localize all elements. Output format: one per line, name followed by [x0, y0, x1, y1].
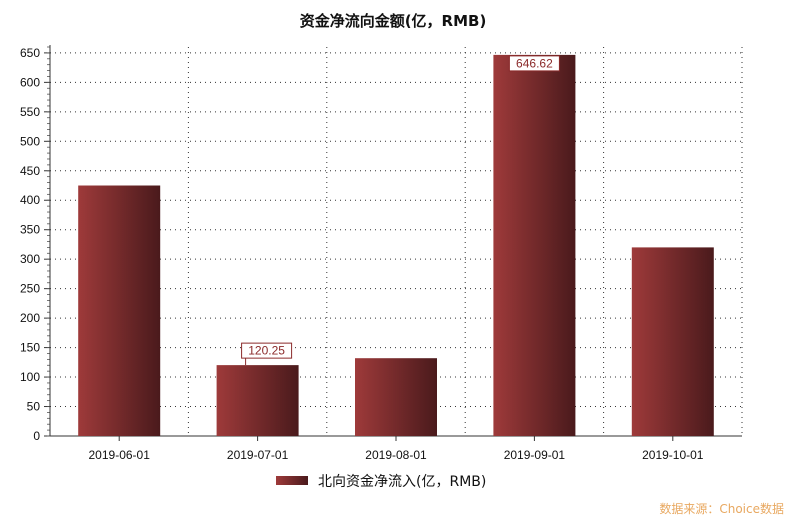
bar	[78, 185, 161, 436]
x-tick-label: 2019-08-01	[365, 448, 427, 462]
data-label: 646.62	[516, 56, 553, 70]
x-tick-label: 2019-09-01	[504, 448, 566, 462]
bar	[631, 247, 714, 436]
y-tick-label: 600	[20, 75, 40, 89]
x-tick-label: 2019-07-01	[227, 448, 289, 462]
legend-label: 北向资金净流入(亿，RMB)	[318, 474, 486, 490]
legend: 北向资金净流入(亿，RMB)	[276, 474, 486, 490]
bar	[355, 358, 437, 436]
labels: 120.25 646.62	[241, 55, 560, 366]
x-tick-label: 2019-10-01	[642, 448, 704, 462]
y-tick-label: 300	[20, 252, 40, 266]
y-tick-label: 0	[33, 429, 40, 443]
y-tick-label: 150	[20, 341, 40, 355]
x-tick-label: 2019-06-01	[89, 448, 151, 462]
y-tick-label: 400	[20, 193, 40, 207]
data-label: 120.25	[248, 344, 285, 358]
axes: 0 50 100 150 200 250 300 350 400 450 500 550 600 650 2…	[20, 45, 742, 462]
y-tick-label: 500	[20, 134, 40, 148]
bar	[493, 54, 576, 437]
y-tick-label: 250	[20, 282, 40, 296]
bars	[78, 54, 714, 437]
y-tick-label: 550	[20, 105, 40, 119]
y-tick-label: 650	[20, 46, 40, 60]
y-tick-label: 200	[20, 311, 40, 325]
callout-box	[508, 55, 560, 72]
chart-title: 资金净流向金额(亿，RMB)	[300, 12, 487, 30]
y-tick-label: 100	[20, 370, 40, 384]
y-tick-label: 50	[27, 400, 41, 414]
bar	[216, 365, 299, 436]
y-tick-label: 350	[20, 223, 40, 237]
legend-swatch	[276, 476, 308, 485]
callout-box	[241, 342, 293, 359]
source-note: 数据来源：Choice数据	[659, 501, 784, 516]
y-tick-label: 450	[20, 164, 40, 178]
